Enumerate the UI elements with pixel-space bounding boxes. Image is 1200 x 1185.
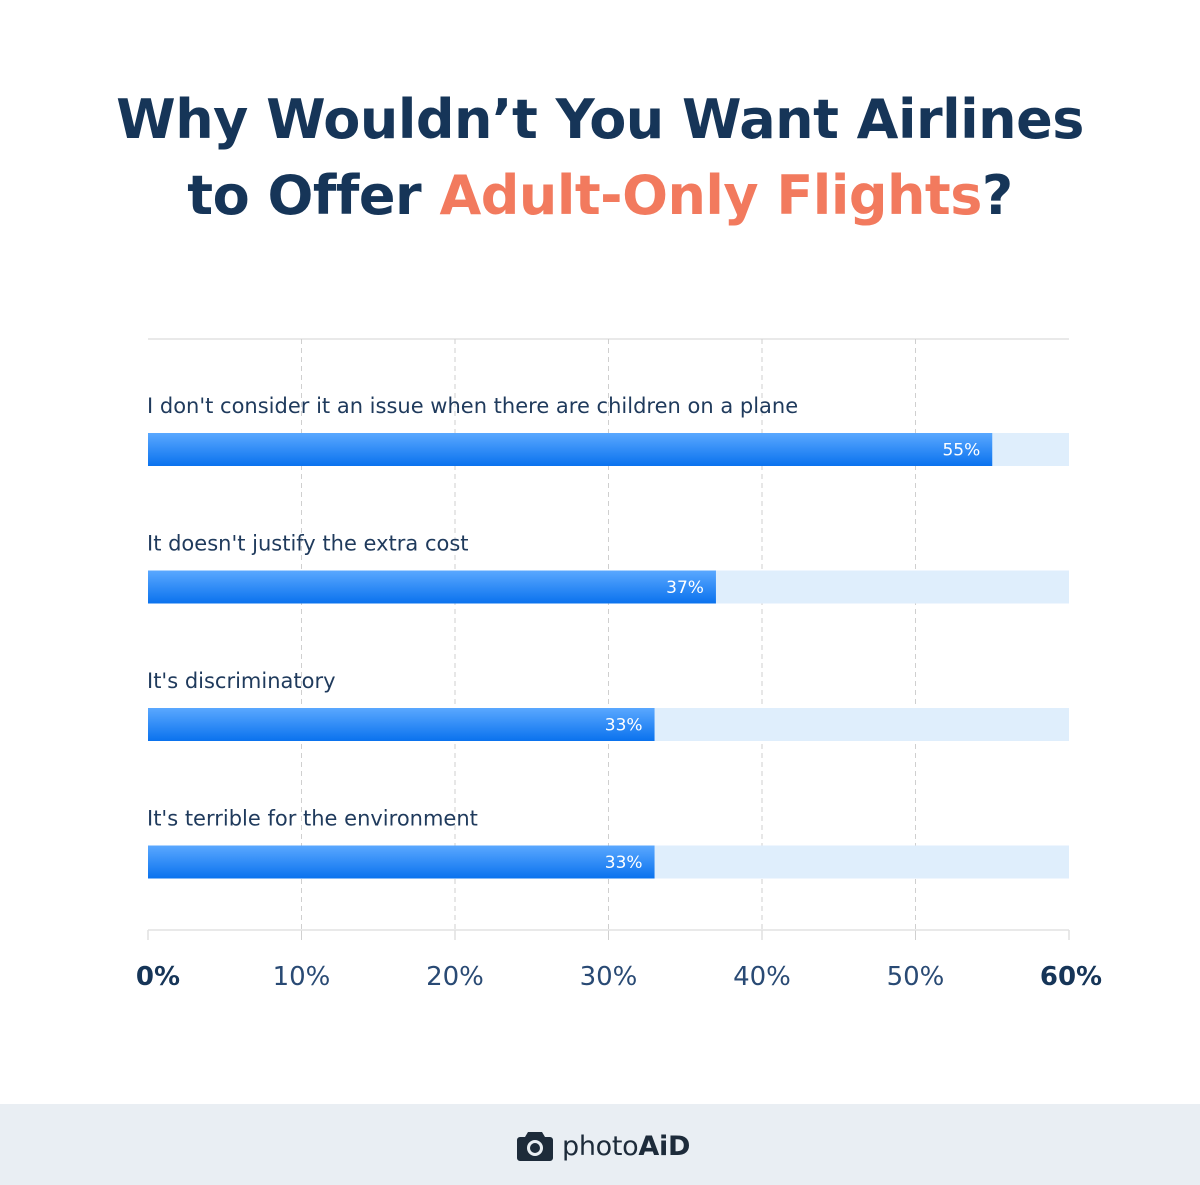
category-label: It's discriminatory: [147, 669, 336, 693]
title-line-1: Why Wouldn’t You Want Airlines: [116, 88, 1084, 151]
x-tick-label: 30%: [580, 962, 638, 992]
brand-name: photoAiD: [562, 1131, 690, 1162]
bar: [148, 845, 655, 879]
x-tick-label: 50%: [887, 962, 945, 992]
camera-icon: [517, 1132, 553, 1161]
bar-value-label: 55%: [942, 441, 980, 461]
brand-light: photo: [562, 1130, 639, 1162]
brand-bold: AiD: [638, 1130, 691, 1162]
footer-band: [0, 1104, 1200, 1185]
bar: [148, 570, 716, 604]
title-line-2-suffix: ?: [981, 164, 1013, 227]
title-accent: Adult-Only Flights: [439, 164, 982, 227]
bar-value-label: 37%: [666, 578, 704, 598]
category-label: It's terrible for the environment: [147, 807, 478, 831]
category-label: I don't consider it an issue when there …: [147, 394, 798, 418]
x-tick-label: 40%: [733, 962, 791, 992]
x-tick-label: 10%: [273, 962, 331, 992]
bar-value-label: 33%: [605, 716, 643, 736]
chart-title: Why Wouldn’t You Want Airlines to Offer …: [0, 82, 1200, 234]
bar-value-label: 33%: [605, 853, 643, 873]
title-line-2-prefix: to Offer: [187, 164, 440, 227]
bar: [148, 433, 993, 466]
brand-logo: photoAiD: [516, 1128, 690, 1164]
x-tick-label: 0%: [136, 962, 180, 992]
x-tick-label: 20%: [426, 962, 484, 992]
bar: [148, 708, 655, 741]
x-tick-label: 60%: [1040, 962, 1102, 992]
bar-chart: 0% 10% 20% 30% 40% 50% 60% I don't consider it …: [136, 338, 1102, 992]
title-line-2: to Offer Adult-Only Flights?: [0, 158, 1200, 234]
category-label: It doesn't justify the extra cost: [147, 532, 469, 556]
